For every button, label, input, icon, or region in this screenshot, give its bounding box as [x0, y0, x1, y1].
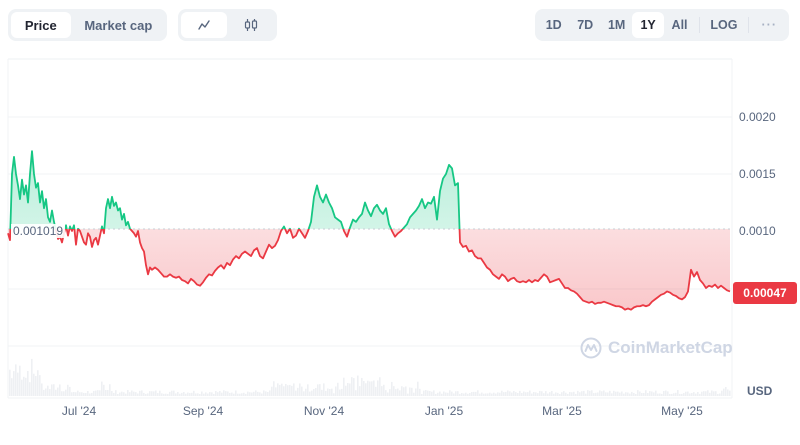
divider — [699, 17, 701, 33]
x-tick-mar-25: Mar '25 — [542, 404, 582, 418]
chart-view-toggle — [178, 9, 277, 41]
volume-bars — [9, 358, 731, 396]
y-tick-0.0010: 0.0010 — [739, 224, 776, 238]
line-chart-icon — [198, 20, 210, 30]
x-tick-jan-25: Jan '25 — [424, 404, 464, 418]
candlestick-view-button[interactable] — [229, 12, 275, 38]
tab-market-cap[interactable]: Market cap — [84, 17, 153, 33]
price-line — [7, 150, 731, 311]
range-1m[interactable]: 1M — [607, 18, 626, 32]
coinmarketcap-watermark: CoinMarketCap — [580, 337, 733, 359]
divider — [747, 17, 749, 33]
chart-type-toggle: Price Market cap — [8, 9, 167, 41]
log-scale-toggle[interactable]: LOG — [710, 18, 738, 32]
range-7d[interactable]: 7D — [577, 18, 594, 32]
currency-label: USD — [747, 384, 773, 398]
time-range-selector: 1D 7D 1M 1Y All LOG ··· — [535, 9, 789, 41]
x-tick-sep-24: Sep '24 — [182, 404, 224, 418]
baseline-price-label: 0.001019 — [11, 224, 66, 238]
more-options-button[interactable]: ··· — [761, 18, 778, 32]
chart-toolbar: Price Market cap 1D 7D 1M 1Y All LOG ··· — [0, 9, 800, 41]
x-tick-jul-24: Jul '24 — [61, 404, 97, 418]
y-tick-0.0020: 0.0020 — [739, 110, 776, 124]
watermark-text: CoinMarketCap — [608, 338, 733, 357]
range-1d[interactable]: 1D — [545, 18, 562, 32]
y-tick-0.0015: 0.0015 — [739, 167, 776, 181]
x-tick-nov-24: Nov '24 — [303, 404, 345, 418]
range-all[interactable]: All — [671, 18, 688, 32]
tab-price[interactable]: Price — [11, 12, 71, 38]
area-fills — [8, 151, 730, 310]
range-1y[interactable]: 1Y — [632, 12, 664, 38]
candlestick-icon — [245, 19, 258, 31]
current-price-badge: 0.00047 — [733, 282, 797, 304]
coinmarketcap-logo-icon — [580, 337, 602, 359]
line-view-button[interactable] — [181, 12, 227, 38]
x-tick-may-25: May '25 — [661, 404, 703, 418]
